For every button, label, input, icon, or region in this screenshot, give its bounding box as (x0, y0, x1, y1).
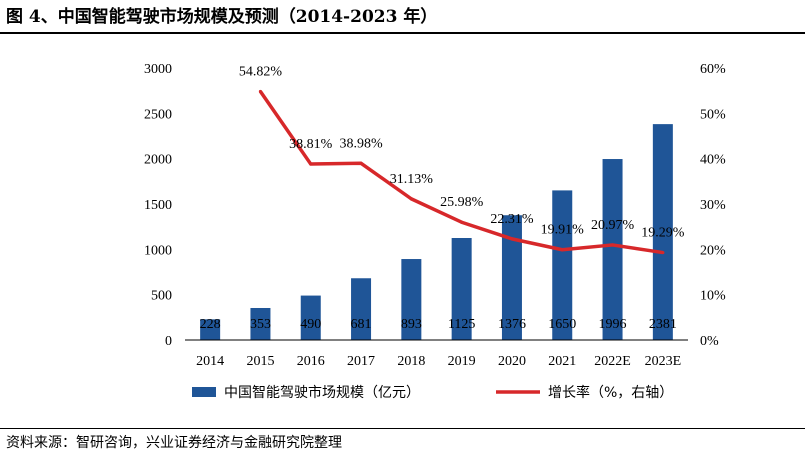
bar-value-label: 353 (250, 317, 271, 332)
bar (501, 215, 522, 340)
bar-value-label: 1996 (599, 317, 627, 332)
bar-value-label: 1125 (448, 317, 475, 332)
growth-rate-point (610, 243, 615, 247)
bar (300, 295, 321, 340)
x-tick-label: 2020 (498, 354, 526, 369)
growth-rate-point (409, 197, 413, 201)
bar (652, 124, 673, 340)
growth-line-series (258, 89, 665, 255)
right-tick-label: 10% (700, 289, 726, 304)
growth-rate-point (661, 250, 665, 255)
growth-rate-label: 31.13% (390, 172, 434, 187)
growth-rate-point (359, 161, 363, 165)
left-tick-label: 500 (151, 289, 172, 304)
x-tick-label: 2015 (246, 354, 274, 369)
bar-value-label: 490 (300, 317, 321, 332)
bar-value-labels: 228 353 490 681 893 1125 1376 1650 1996 2381 (200, 317, 677, 332)
growth-rate-label: 38.98% (339, 136, 383, 151)
bar (552, 190, 573, 340)
legend-bar-label: 中国智能驾驶市场规模（亿元） (224, 384, 420, 401)
left-tick-label: 0 (165, 334, 172, 349)
right-tick-label: 20% (700, 243, 726, 258)
x-tick-label: 2019 (448, 354, 476, 369)
growth-rate-label: 22.31% (490, 212, 534, 227)
bar-value-label: 893 (401, 317, 422, 332)
chart-title: 图 4、中国智能驾驶市场规模及预测（2014-2023 年） (6, 7, 438, 27)
x-tick-label: 2018 (397, 354, 425, 369)
bar (451, 238, 472, 340)
right-tick-label: 60% (700, 62, 726, 77)
growth-rate-label: 19.29% (641, 226, 685, 241)
growth-rate-point (510, 237, 514, 241)
source-note: 资料来源：智研咨询，兴业证券经济与金融研究院整理 (6, 435, 342, 451)
growth-rate-point (460, 220, 464, 224)
left-tick-label: 2000 (144, 153, 172, 168)
left-y-axis: 0 500 1000 1500 2000 2500 3000 (144, 62, 172, 349)
bar-value-label: 681 (351, 317, 372, 332)
bar (351, 278, 372, 340)
x-tick-label: 2017 (347, 354, 375, 369)
right-tick-label: 30% (700, 198, 726, 213)
right-tick-label: 50% (700, 107, 726, 122)
left-tick-label: 1000 (144, 243, 172, 258)
bar-value-label: 1650 (548, 317, 576, 332)
left-tick-label: 3000 (144, 62, 172, 77)
bar (401, 259, 422, 340)
growth-rate-label: 38.81% (289, 137, 333, 152)
growth-rate-labels: 54.82% 38.81% 38.98% 31.13% 25.98% 22.31% 19.9… (239, 64, 685, 240)
x-axis-ticks: 2014 2015 2016 2017 2018 2019 2020 2021 2022E 202… (196, 354, 681, 369)
legend-line-label: 增长率（%，右轴） (548, 384, 673, 401)
growth-rate-label: 19.91% (541, 223, 585, 238)
x-tick-label: 2022E (594, 354, 631, 369)
left-tick-label: 2500 (144, 107, 172, 122)
title-divider (0, 32, 805, 34)
bar-value-label: 2381 (649, 317, 677, 332)
legend: 中国智能驾驶市场规模（亿元） 增长率（%，右轴） (192, 384, 673, 401)
source-divider (0, 428, 805, 429)
bar (602, 159, 623, 340)
bar-value-label: 228 (200, 317, 221, 332)
bar (200, 319, 221, 340)
growth-rate-label: 54.82% (239, 64, 283, 79)
right-tick-label: 0% (700, 334, 719, 349)
x-tick-label: 2021 (548, 354, 576, 369)
bar-value-label: 1376 (498, 317, 526, 332)
right-y-axis: 0% 10% 20% 30% 40% 50% 60% (700, 62, 726, 349)
growth-rate-point (560, 248, 564, 252)
growth-rate-point (258, 89, 263, 94)
right-tick-label: 40% (700, 153, 726, 168)
growth-rate-label: 25.98% (440, 195, 484, 210)
x-tick-label: 2014 (196, 354, 224, 369)
x-tick-label: 2023E (645, 354, 682, 369)
legend-bar-swatch (192, 387, 216, 397)
bar (250, 307, 271, 340)
bar-series (200, 124, 673, 340)
left-tick-label: 1500 (144, 198, 172, 213)
growth-rate-label: 20.97% (591, 218, 635, 233)
x-tick-label: 2016 (297, 354, 325, 369)
growth-rate-point (309, 162, 313, 166)
